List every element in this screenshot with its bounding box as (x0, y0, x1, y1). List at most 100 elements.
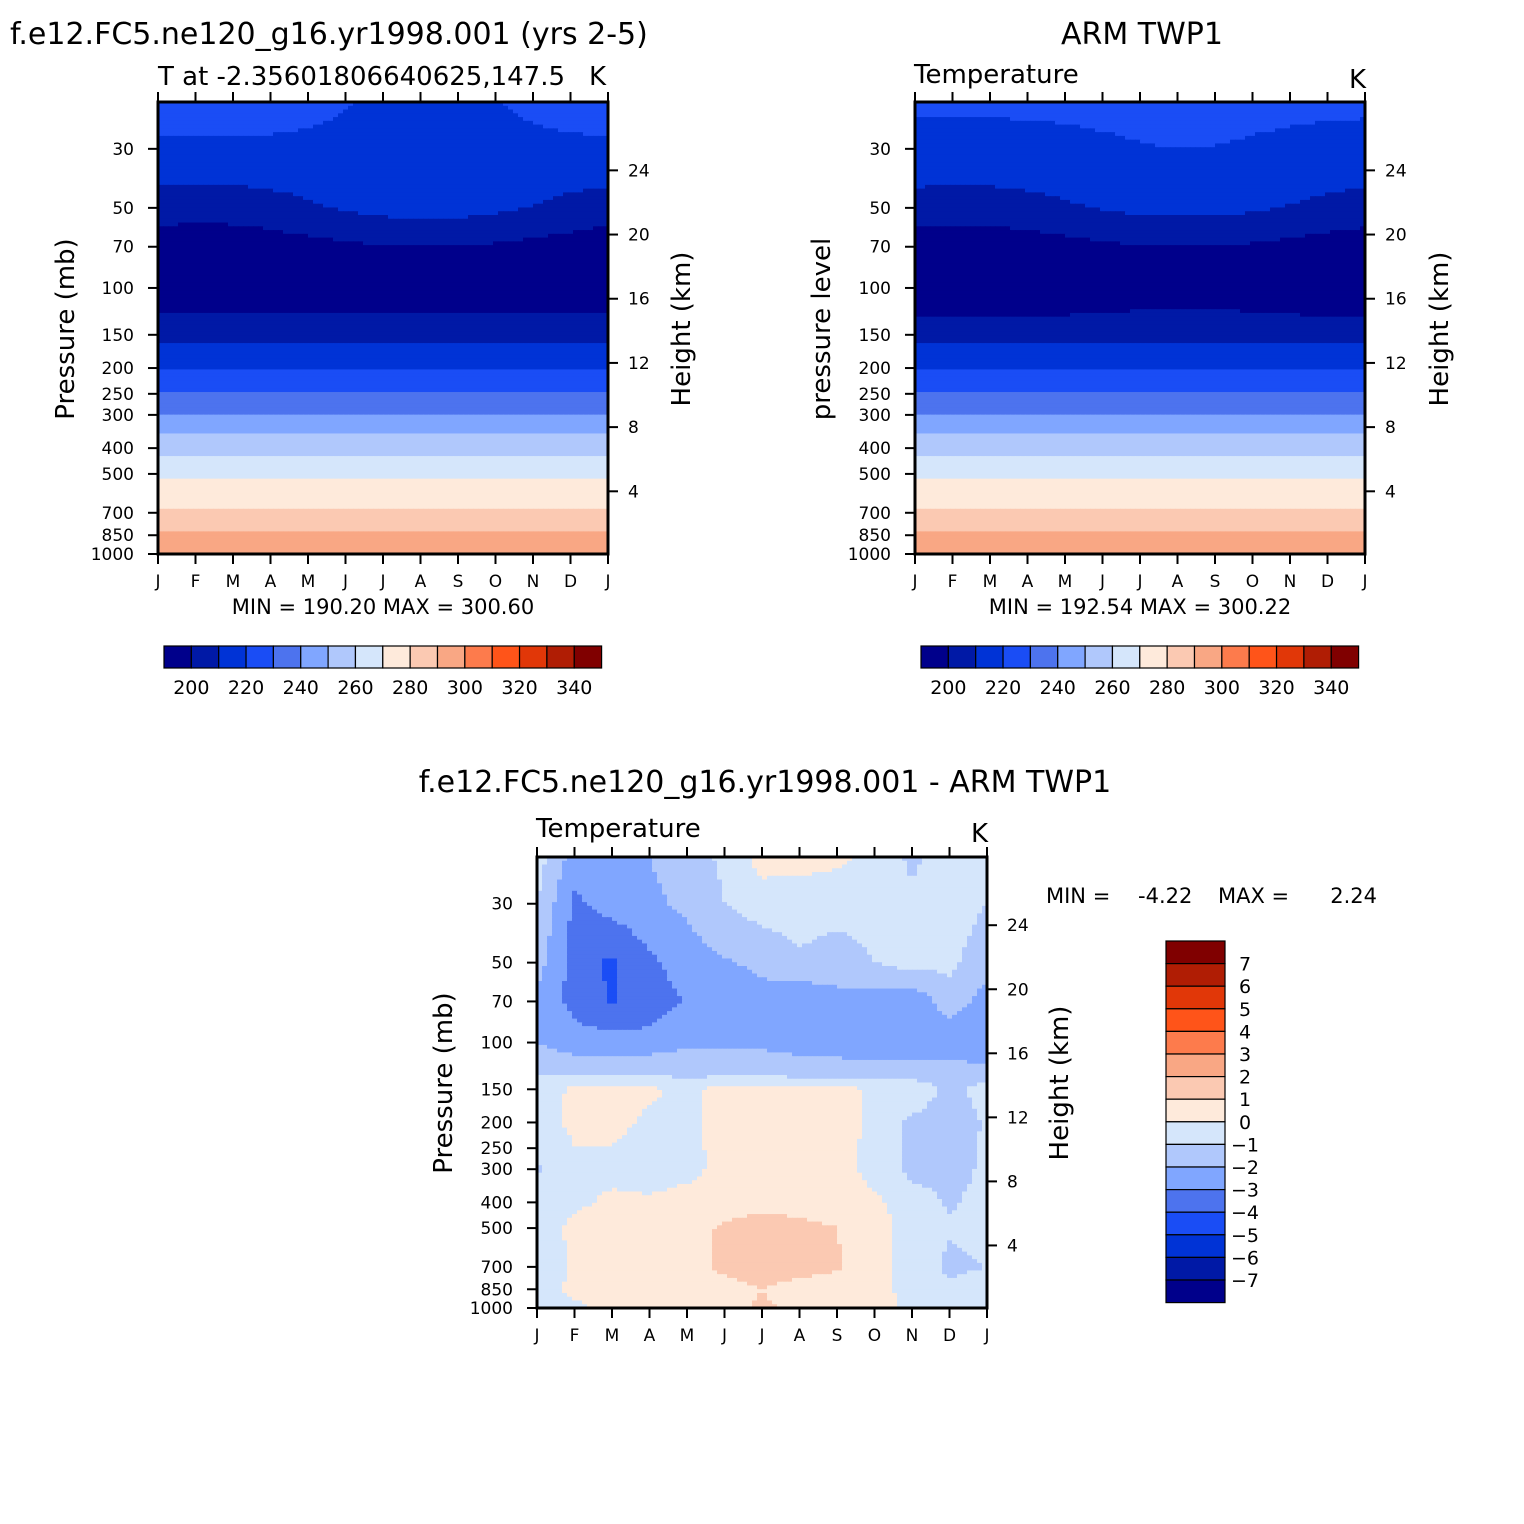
contour-cell (233, 207, 239, 211)
contour-cell (288, 305, 294, 309)
contour-cell (458, 189, 464, 193)
contour-cell (193, 121, 199, 125)
contour-cell (513, 162, 519, 166)
contour-cell (218, 268, 224, 272)
contour-cell (318, 298, 324, 302)
contour-cell (403, 174, 409, 178)
contour-cell (538, 275, 544, 279)
contour-cell (593, 110, 599, 114)
contour-cell (448, 268, 454, 272)
contour-cell (373, 302, 379, 306)
contour-cell (233, 200, 239, 204)
contour-cell (208, 283, 214, 287)
contour-cell (178, 132, 184, 136)
contour-cell (308, 185, 314, 189)
contour-cell (383, 264, 389, 268)
contour-cell (513, 275, 519, 279)
contour-cell (288, 211, 294, 215)
contour-cell (288, 189, 294, 193)
contour-cell (578, 136, 584, 140)
contour-cell (528, 125, 534, 129)
contour-cell (488, 294, 494, 298)
contour-cell (403, 279, 409, 283)
contour-cell (178, 207, 184, 211)
contour-cell (558, 249, 564, 253)
contour-cell (423, 279, 429, 283)
contour-cell (398, 143, 404, 147)
contour-cell (473, 181, 479, 185)
contour-cell (393, 219, 399, 223)
contour-cell (468, 256, 474, 260)
contour-cell (348, 189, 354, 193)
contour-cell (193, 166, 199, 170)
contour-cell (593, 279, 599, 283)
contour-cell (353, 106, 359, 110)
contour-cell (593, 290, 599, 294)
contour-cell (448, 155, 454, 159)
contour-cell (443, 294, 449, 298)
contour-cell (358, 219, 364, 223)
contour-cell (408, 204, 414, 208)
contour-cell (433, 219, 439, 223)
contour-cell (368, 298, 374, 302)
contour-cell (483, 151, 489, 155)
contour-cell (443, 155, 449, 159)
contour-cell (228, 272, 234, 276)
contour-cell (443, 192, 449, 196)
contour-cell (388, 238, 394, 242)
contour-cell (243, 204, 249, 208)
contour-cell (193, 147, 199, 151)
contour-cell (228, 196, 234, 200)
contour-cell (453, 241, 459, 245)
contour-cell (213, 279, 219, 283)
contour-cell (278, 253, 284, 257)
contour-cell (163, 226, 169, 230)
contour-cell (268, 309, 274, 313)
contour-cell (413, 125, 419, 129)
contour-cell (458, 121, 464, 125)
contour-cell (423, 230, 429, 234)
contour-cell (303, 132, 309, 136)
contour-cell (328, 302, 334, 306)
contour-cell (253, 211, 259, 215)
contour-cell (548, 275, 554, 279)
contour-cell (373, 215, 379, 219)
contour-cell (428, 174, 434, 178)
contour-cell (353, 117, 359, 121)
contour-cell (228, 309, 234, 313)
contour-cell (333, 162, 339, 166)
contour-cell (333, 305, 339, 309)
contour-cell (258, 192, 264, 196)
contour-cell (293, 253, 299, 257)
contour-cell (243, 234, 249, 238)
contour-cell (413, 166, 419, 170)
contour-cell (478, 143, 484, 147)
contour-cell (513, 174, 519, 178)
contour-cell (253, 155, 259, 159)
contour-cell (308, 275, 314, 279)
contour-cell (328, 249, 334, 253)
contour-cell (338, 128, 344, 132)
contour-cell (213, 166, 219, 170)
contour-cell (238, 226, 244, 230)
contour-cell (388, 132, 394, 136)
contour-cell (463, 290, 469, 294)
contour-cell (523, 143, 529, 147)
contour-cell (178, 226, 184, 230)
contour-cell (413, 159, 419, 163)
contour-cell (538, 264, 544, 268)
contour-cell (573, 226, 579, 230)
contour-cell (203, 302, 209, 306)
contour-cell (283, 219, 289, 223)
contour-cell (578, 159, 584, 163)
contour-cell (168, 238, 174, 242)
contour-cell (533, 264, 539, 268)
contour-cell (498, 196, 504, 200)
contour-cell (243, 253, 249, 257)
contour-cell (243, 166, 249, 170)
contour-cell (343, 245, 349, 249)
contour-cell (473, 147, 479, 151)
contour-cell (298, 121, 304, 125)
contour-cell (338, 200, 344, 204)
contour-cell (393, 211, 399, 215)
